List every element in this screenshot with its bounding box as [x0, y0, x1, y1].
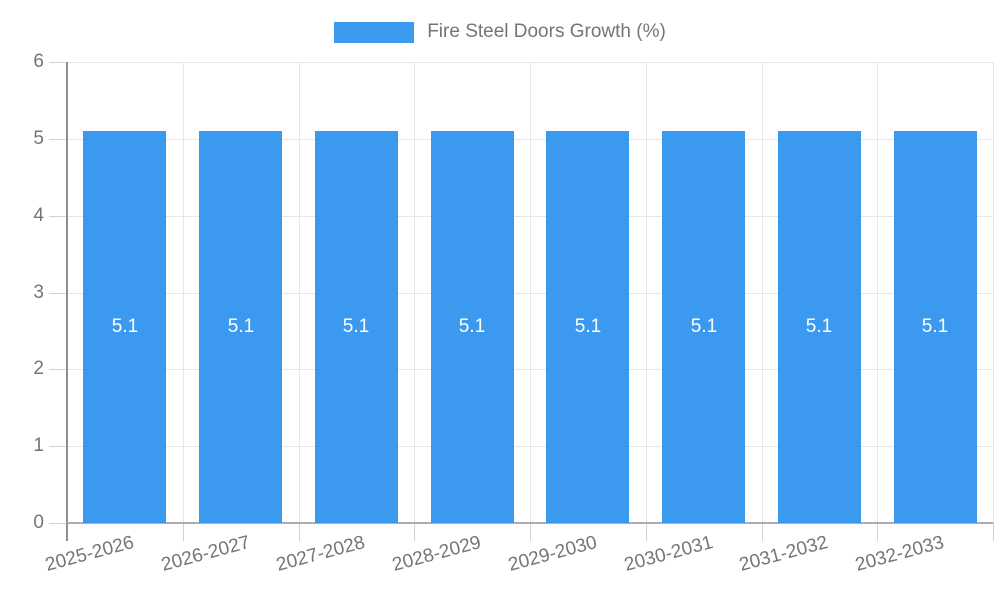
- y-axis-label: 2: [33, 358, 44, 379]
- y-axis-tick: [49, 523, 67, 524]
- y-axis-line: [66, 62, 68, 541]
- bar-value-label: 5.1: [458, 316, 486, 337]
- bar-value-label: 5.1: [227, 316, 255, 337]
- y-axis-tick: [49, 293, 67, 294]
- y-axis-label: 6: [33, 51, 44, 72]
- bar-value-label: 5.1: [921, 316, 949, 337]
- x-axis-label: 2027-2028: [274, 532, 368, 576]
- x-axis-tick: [183, 523, 184, 541]
- y-axis-label: 0: [33, 512, 44, 533]
- x-gridline: [646, 62, 647, 523]
- x-axis-label: 2032-2033: [853, 532, 947, 576]
- x-axis-tick: [993, 523, 994, 541]
- legend-swatch: [334, 21, 415, 43]
- x-axis-tick: [877, 523, 878, 541]
- x-gridline: [299, 62, 300, 523]
- y-axis-label: 3: [33, 282, 44, 303]
- x-axis-line: [67, 522, 993, 524]
- x-axis-label: 2030-2031: [622, 532, 716, 576]
- x-gridline: [183, 62, 184, 523]
- bar-value-label: 5.1: [574, 316, 602, 337]
- x-gridline: [993, 62, 994, 523]
- y-axis-label: 4: [33, 205, 44, 226]
- x-gridline: [762, 62, 763, 523]
- x-axis-tick: [414, 523, 415, 541]
- y-axis-label: 5: [33, 128, 44, 149]
- x-axis-label: 2029-2030: [506, 532, 600, 576]
- x-axis-tick: [762, 523, 763, 541]
- x-gridline: [414, 62, 415, 523]
- y-axis-tick: [49, 446, 67, 447]
- bar-value-label: 5.1: [805, 316, 833, 337]
- y-axis-tick: [49, 216, 67, 217]
- bar-value-label: 5.1: [111, 316, 139, 337]
- x-axis-label: 2025-2026: [43, 532, 137, 576]
- bar[interactable]: [199, 131, 282, 523]
- legend-item[interactable]: Fire Steel Doors Growth (%): [0, 21, 1000, 43]
- bar[interactable]: [778, 131, 861, 523]
- bar-value-label: 5.1: [342, 316, 370, 337]
- x-axis-tick: [299, 523, 300, 541]
- bar-value-label: 5.1: [690, 316, 718, 337]
- bar[interactable]: [662, 131, 745, 523]
- bar[interactable]: [546, 131, 629, 523]
- bar[interactable]: [315, 131, 398, 523]
- y-axis-tick: [49, 62, 67, 63]
- bar[interactable]: [83, 131, 166, 523]
- y-axis-tick: [49, 139, 67, 140]
- y-axis-tick: [49, 369, 67, 370]
- x-axis-tick: [646, 523, 647, 541]
- x-axis-label: 2026-2027: [159, 532, 253, 576]
- x-axis-label: 2031-2032: [737, 532, 831, 576]
- x-gridline: [877, 62, 878, 523]
- x-axis-tick: [530, 523, 531, 541]
- bar[interactable]: [431, 131, 514, 523]
- y-axis-label: 1: [33, 435, 44, 456]
- bar[interactable]: [894, 131, 977, 523]
- legend-label: Fire Steel Doors Growth (%): [427, 21, 666, 42]
- x-gridline: [530, 62, 531, 523]
- x-axis-label: 2028-2029: [390, 532, 484, 576]
